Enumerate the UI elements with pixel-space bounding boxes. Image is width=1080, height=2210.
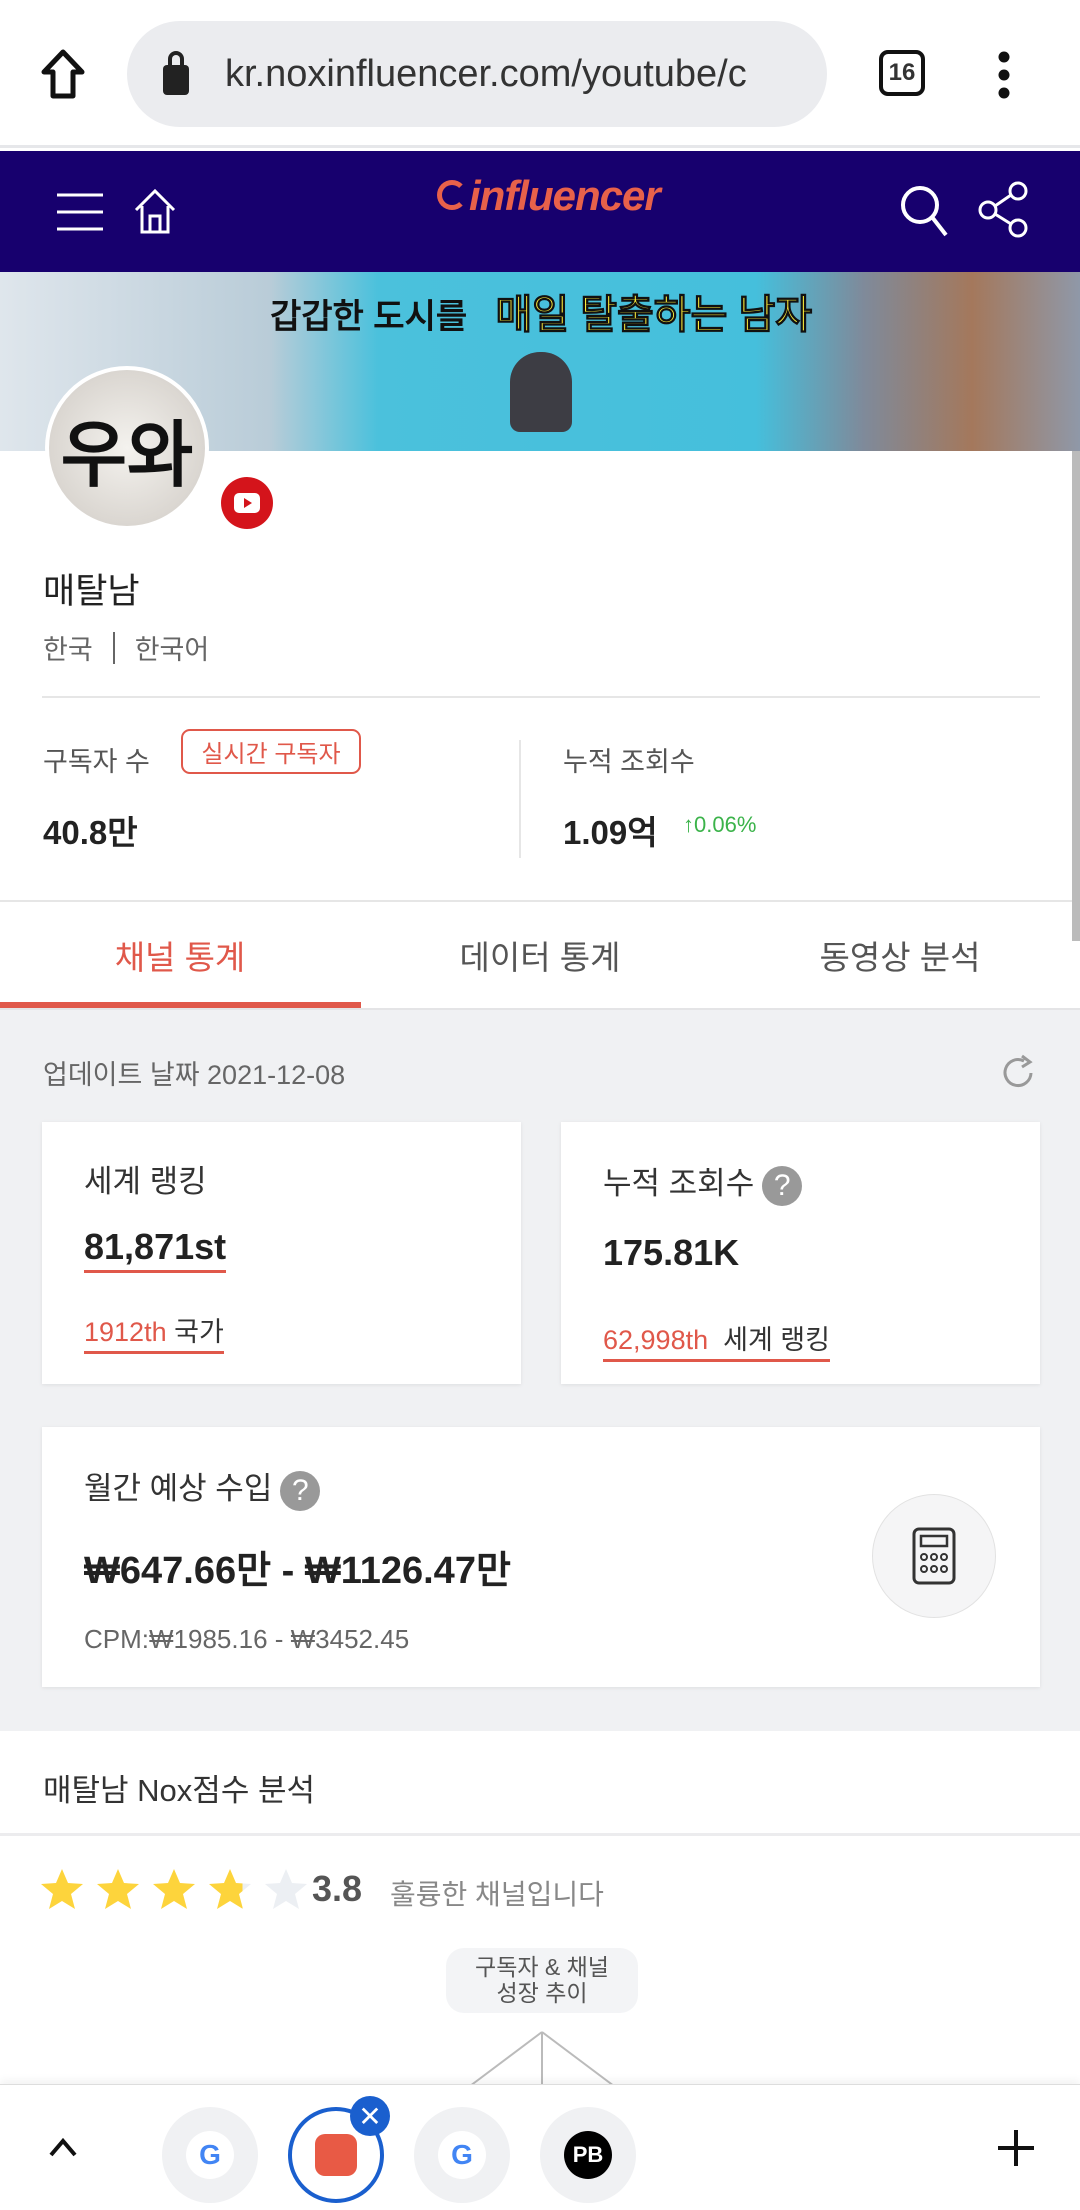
nox-score-title: 매탈남 Nox점수 분석	[43, 1773, 315, 1808]
rating-description: 훌륭한 채널입니다	[390, 1879, 604, 1910]
hamburger-menu-icon[interactable]	[55, 192, 105, 232]
noxinfluencer-icon	[315, 2134, 357, 2176]
search-icon[interactable]	[898, 183, 950, 239]
tab-data-stats[interactable]: 데이터 통계	[459, 939, 621, 976]
home-icon[interactable]	[133, 188, 177, 236]
world-rank-card: 세계 랭킹 81,871st 1912th 국가	[42, 1122, 521, 1384]
star-icon	[265, 1869, 307, 1909]
avatar: 우와	[45, 366, 209, 530]
divider	[42, 696, 1040, 698]
divider	[0, 900, 1072, 902]
divider	[0, 1833, 1080, 1836]
star-icon	[41, 1869, 83, 1909]
calculator-icon	[912, 1527, 956, 1585]
monthly-income-card: 월간 예상 수입? ₩647.66만 - ₩1126.47만 CPM:₩1985…	[42, 1427, 1040, 1687]
tab-switcher-button[interactable]: 16	[879, 50, 925, 96]
views-value: 1.09억	[563, 814, 658, 851]
new-tab-plus-icon[interactable]	[996, 2128, 1036, 2168]
channel-banner: 갑갑한 도시를 매일 탈출하는 남자	[0, 272, 1080, 451]
growth-trend-bubble: 구독자 & 채널 성장 추이	[446, 1948, 638, 2013]
site-header	[0, 151, 1080, 272]
card-label: 월간 예상 수입	[84, 1471, 273, 1506]
income-value: ₩647.66만 - ₩1126.47만	[84, 1550, 511, 1592]
chevron-up-icon[interactable]	[48, 2136, 78, 2158]
scrollbar[interactable]	[1072, 451, 1080, 941]
radar-chart-edge	[469, 2031, 615, 2086]
tab-pb[interactable]: PB	[540, 2107, 636, 2203]
total-views-value: 175.81K	[603, 1232, 740, 1273]
arrow-up-icon: ↑	[683, 812, 694, 837]
calculator-button[interactable]	[872, 1494, 996, 1618]
tab-google-1[interactable]: G	[162, 2107, 258, 2203]
channel-meta: 한국 한국어	[43, 628, 209, 667]
update-date: 업데이트 날짜 2021-12-08	[43, 1060, 346, 1090]
youtube-icon	[221, 477, 273, 529]
star-icon	[209, 1869, 251, 1909]
site-logo[interactable]: influencer	[437, 172, 661, 220]
pb-icon: PB	[564, 2131, 612, 2179]
card-label: 누적 조회수	[603, 1166, 755, 1201]
banner-person	[510, 352, 572, 432]
help-icon[interactable]: ?	[280, 1470, 321, 1511]
views-change: ↑0.06%	[683, 812, 757, 837]
url-bar[interactable]: kr.noxinfluencer.com/youtube/c	[127, 21, 827, 127]
close-tab-icon[interactable]: ✕	[350, 2096, 390, 2136]
cpm-value: CPM:₩1985.16 - ₩3452.45	[84, 1624, 410, 1654]
lock-icon	[163, 51, 189, 95]
tab-google-2[interactable]: G	[414, 2107, 510, 2203]
star-icon	[97, 1869, 139, 1909]
country-rank-link[interactable]: 1912th 국가	[84, 1310, 224, 1354]
divider	[519, 740, 521, 858]
active-tab-indicator	[0, 1002, 361, 1008]
subscribers-label: 구독자 수	[43, 747, 150, 777]
url-text: kr.noxinfluencer.com/youtube/c	[225, 52, 747, 95]
google-icon: G	[186, 2131, 234, 2179]
tab-noxinfluencer-active[interactable]	[288, 2107, 384, 2203]
views-world-rank-link[interactable]: 62,998th 세계 랭킹	[603, 1318, 830, 1362]
card-label: 세계 랭킹	[84, 1164, 207, 1199]
tab-video-analysis[interactable]: 동영상 분석	[819, 939, 981, 976]
banner-text: 갑갑한 도시를 매일 탈출하는 남자	[270, 293, 813, 338]
star-icon	[153, 1869, 195, 1909]
subscribers-value: 40.8만	[43, 814, 138, 851]
refresh-icon[interactable]	[1000, 1054, 1038, 1092]
help-icon[interactable]: ?	[762, 1165, 803, 1206]
tab-channel-stats[interactable]: 채널 통계	[114, 939, 246, 976]
google-icon: G	[438, 2131, 486, 2179]
channel-country: 한국	[43, 635, 93, 665]
logo-icon	[437, 180, 467, 210]
more-menu-icon[interactable]	[994, 50, 1014, 100]
views-label: 누적 조회수	[563, 747, 695, 777]
channel-language: 한국어	[134, 635, 210, 665]
rating-value: 3.8	[312, 1868, 363, 1909]
channel-name: 매탈남	[43, 572, 140, 611]
share-icon[interactable]	[976, 180, 1030, 238]
home-icon[interactable]	[40, 48, 86, 100]
rating-stars	[40, 1867, 308, 1911]
total-views-card: 누적 조회수? 175.81K 62,998th 세계 랭킹	[561, 1122, 1040, 1384]
realtime-subscribers-button[interactable]: 실시간 구독자	[181, 729, 361, 774]
world-rank-value[interactable]: 81,871st	[84, 1226, 227, 1273]
